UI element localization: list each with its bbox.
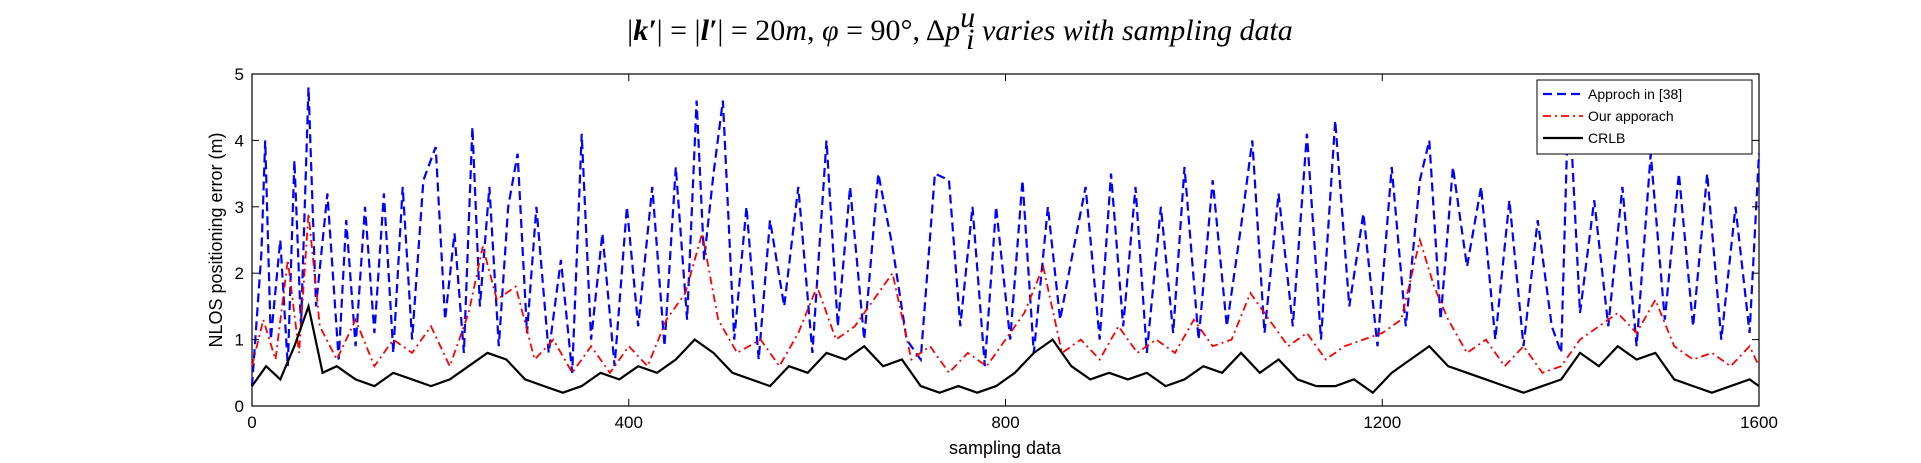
y-axis-label: NLOS positioning error (m) <box>206 132 226 347</box>
x-tick-label: 1200 <box>1363 413 1401 432</box>
x-tick-label: 1600 <box>1740 413 1778 432</box>
title-part: , <box>807 14 822 47</box>
y-tick-label: 1 <box>235 331 244 350</box>
legend-label: CRLB <box>1588 130 1625 146</box>
legend-label: Our apporach <box>1588 108 1674 124</box>
y-tick-label: 5 <box>235 65 244 84</box>
title-part: | = 20 <box>717 14 785 47</box>
title-part: k′ <box>633 14 656 47</box>
series-layer <box>250 87 1761 395</box>
y-tick-label: 3 <box>235 198 244 217</box>
title-part: m <box>785 14 807 47</box>
title-part: | <box>627 14 633 47</box>
title-part: p <box>943 14 960 47</box>
x-tick-label: 400 <box>615 413 643 432</box>
legend-entries: Approch in [38] Our apporach CRLB <box>1543 86 1682 146</box>
title-part: i <box>966 23 974 56</box>
title-part: | = | <box>657 14 701 47</box>
plot-area: 0 400 800 1200 1600 0 1 2 3 4 5 <box>235 65 1778 432</box>
title-part: u <box>960 1 975 34</box>
y-tick-label: 0 <box>235 397 244 416</box>
y-tick-label: 2 <box>235 264 244 283</box>
ticks-layer: 0 400 800 1200 1600 0 1 2 3 4 5 <box>235 65 1778 432</box>
title-part: l′ <box>701 14 718 47</box>
plot-frame <box>251 73 1760 407</box>
legend-box <box>1536 79 1753 155</box>
x-axis-label: sampling data <box>949 438 1062 458</box>
x-tick-label: 0 <box>247 413 256 432</box>
title-part: = 90°, Δ <box>839 14 946 47</box>
chart-title: |k′| = |l′| = 20m, φ = 90°, Δpu i varies … <box>627 1 1293 56</box>
svg-text:|k′| = |l′| = 20m, φ = 90°, Δp: |k′| = |l′| = 20m, φ = 90°, Δpu i varies … <box>627 1 1293 56</box>
legend-label: Approch in [38] <box>1588 86 1682 102</box>
legend: Approch in [38] Our apporach CRLB <box>1536 79 1753 155</box>
title-part: varies with sampling data <box>974 14 1292 47</box>
series-line-3 <box>251 302 1760 395</box>
title-part: φ <box>822 14 839 47</box>
x-tick-label: 800 <box>991 413 1019 432</box>
y-tick-label: 4 <box>235 131 244 150</box>
series-line-1 <box>250 87 1761 387</box>
